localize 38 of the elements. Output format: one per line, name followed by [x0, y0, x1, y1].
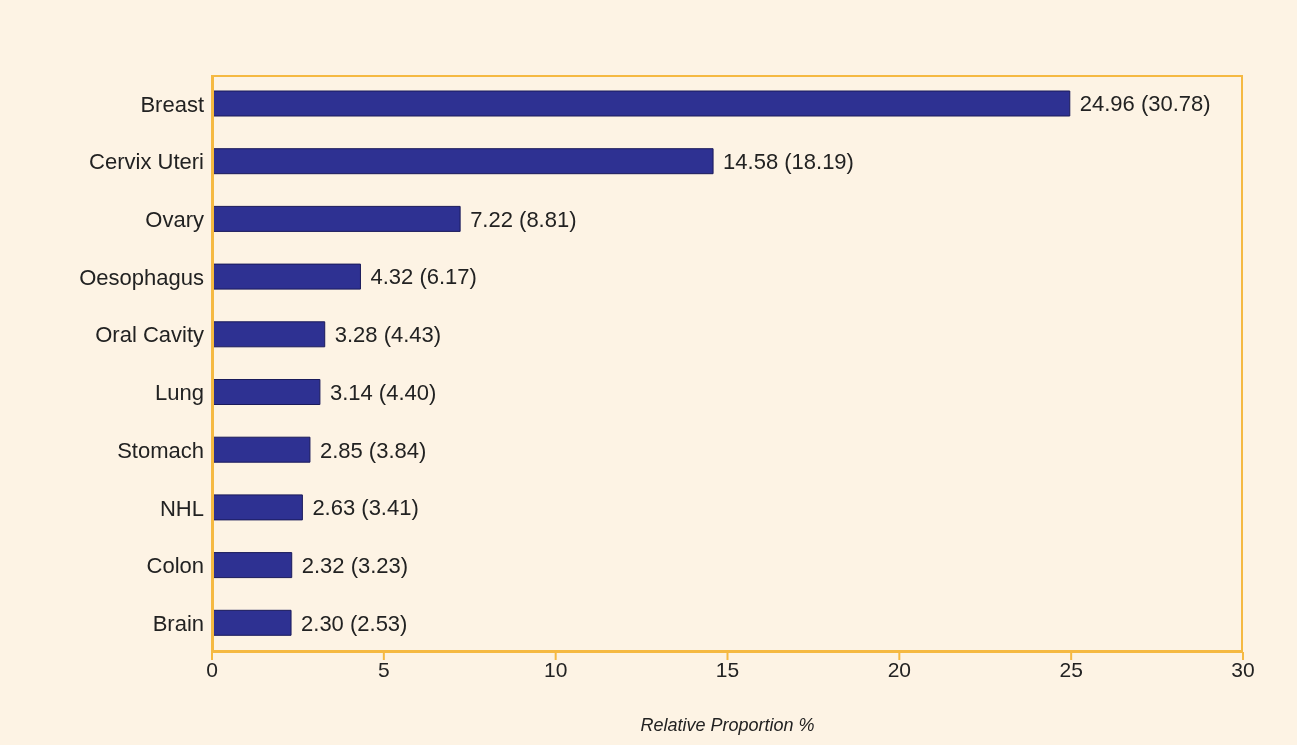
data-label: 2.30 (2.53): [301, 610, 408, 636]
x-tick-label: 15: [715, 657, 740, 681]
bar: [212, 90, 1071, 117]
x-tick-label: 10: [543, 657, 568, 681]
x-tick-label: 30: [1231, 657, 1255, 681]
data-label: 24.96 (30.78): [1079, 91, 1211, 117]
data-label: 2.63 (3.41): [312, 495, 419, 521]
y-tick-label: Colon: [146, 553, 204, 579]
data-label: 2.32 (3.23): [301, 552, 409, 578]
y-tick-label: Lung: [155, 380, 204, 406]
bar: [212, 436, 311, 463]
bar: [212, 552, 293, 579]
bar: [212, 263, 361, 290]
data-label: 3.14 (4.40): [329, 379, 437, 405]
bar: [212, 494, 303, 521]
x-axis-title: Relative Proportion %: [640, 715, 815, 735]
y-tick-label: Oral Cavity: [95, 322, 204, 348]
y-tick-label: Stomach: [117, 437, 204, 463]
y-tick-label: NHL: [159, 495, 204, 521]
y-tick-label: Oesophagus: [79, 264, 204, 290]
x-tick-label: 25: [1059, 657, 1083, 681]
x-tick-label: 0: [206, 657, 218, 681]
x-tick-label: 5: [377, 657, 390, 681]
y-tick-label: Brain: [152, 610, 204, 636]
bar: [212, 609, 292, 636]
bar: [212, 379, 321, 405]
data-label: 7.22 (8.81): [470, 206, 577, 232]
bar: [212, 205, 461, 232]
y-tick-label: Cervix Uteri: [89, 149, 204, 175]
bar: [212, 148, 714, 175]
y-tick-label: Ovary: [145, 207, 204, 233]
data-label: 4.32 (6.17): [370, 264, 477, 290]
x-tick-label: 20: [887, 657, 912, 681]
bar: [212, 321, 326, 348]
data-label: 14.58 (18.19): [723, 149, 854, 175]
y-tick-label: Breast: [140, 91, 204, 117]
data-label: 2.85 (3.84): [319, 437, 427, 463]
data-label: 3.28 (4.43): [334, 322, 442, 348]
